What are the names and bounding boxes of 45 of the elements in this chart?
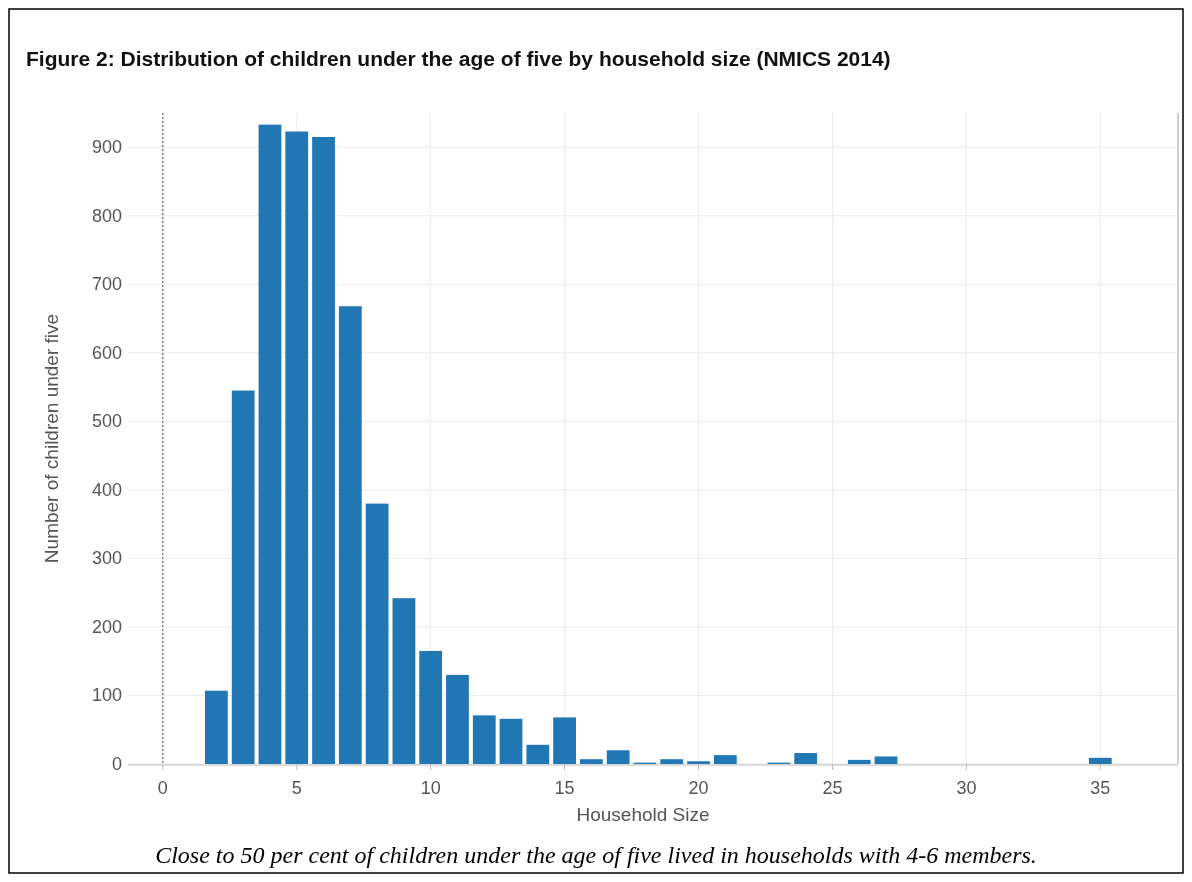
bar: [526, 744, 550, 764]
bar: [392, 598, 416, 764]
y-tick-label: 100: [91, 685, 122, 706]
bar: [553, 717, 576, 764]
x-tick-label: 0: [157, 778, 168, 798]
y-tick-label: 600: [91, 342, 122, 363]
bar: [713, 755, 737, 764]
x-tick-label: 5: [291, 778, 302, 798]
x-tick-label: 35: [1090, 778, 1111, 798]
bar: [606, 750, 630, 764]
bar: [472, 715, 496, 764]
bar: [258, 124, 282, 764]
bar: [847, 759, 871, 764]
bar: [338, 306, 362, 764]
chart-title: Figure 2: Distribution of children under the age of five by household size (NMICS 2014): [26, 47, 891, 70]
x-tick-label: 15: [554, 778, 575, 798]
bar: [231, 390, 255, 764]
bar: [499, 718, 523, 764]
y-tick-label: 700: [91, 274, 122, 295]
bar: [419, 650, 443, 764]
y-tick-label: 0: [111, 754, 122, 774]
bar: [660, 759, 684, 764]
bar: [874, 756, 898, 764]
bar: [1088, 757, 1112, 764]
bar: [205, 690, 228, 764]
y-tick-label: 500: [91, 411, 122, 432]
bar: [580, 759, 603, 764]
y-tick-label: 800: [91, 205, 122, 226]
bar: [365, 503, 389, 764]
bar: [687, 761, 710, 764]
x-tick-label: 25: [822, 778, 843, 798]
x-tick-label: 30: [956, 778, 977, 798]
y-axis-title: Number of children under five: [41, 313, 62, 564]
x-tick-label: 10: [420, 778, 441, 798]
text: Close to 50 per cent of children under the age of five lived in households with 4-6 members.: [155, 842, 1037, 868]
bar: [312, 136, 335, 764]
x-axis-title: Household Size: [576, 804, 710, 825]
bar: [285, 131, 309, 764]
y-tick-label: 400: [91, 479, 122, 500]
y-tick-label: 200: [91, 616, 122, 637]
y-tick-label: 900: [91, 137, 122, 158]
y-tick-label: 300: [91, 548, 122, 569]
bar: [794, 753, 818, 764]
x-tick-label: 20: [688, 778, 709, 798]
bar: [446, 674, 469, 764]
